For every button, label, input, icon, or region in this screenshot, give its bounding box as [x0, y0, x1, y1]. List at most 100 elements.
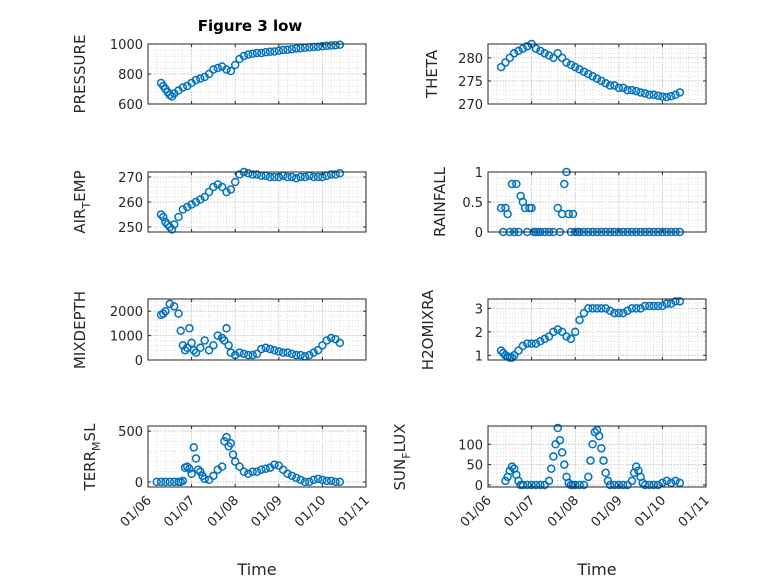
- data-point: [318, 341, 327, 350]
- data-point: [505, 466, 515, 475]
- data-point: [335, 169, 345, 178]
- x-tick-label: 01/06: [118, 493, 155, 530]
- data-point: [594, 431, 604, 441]
- data-point: [196, 195, 205, 204]
- data-point: [322, 41, 332, 51]
- data-point: [649, 90, 658, 100]
- axes-box: [487, 425, 707, 488]
- data-point: [531, 480, 541, 490]
- data-point: [666, 478, 676, 488]
- x-axis-label: Time: [236, 560, 276, 579]
- data-point: [605, 480, 615, 490]
- data-point: [252, 349, 262, 359]
- data-point: [662, 92, 672, 102]
- y-tick-label: 50: [466, 459, 483, 474]
- plot-area: [148, 426, 366, 487]
- data-point: [640, 480, 650, 490]
- data-point: [331, 477, 340, 487]
- data-point: [588, 72, 597, 81]
- data-point: [235, 170, 244, 179]
- y-tick-label: 1000: [110, 330, 143, 345]
- data-point: [549, 53, 558, 63]
- data-point: [610, 308, 619, 318]
- data-point: [244, 469, 253, 479]
- data-point: [645, 301, 654, 311]
- data-point: [653, 301, 663, 311]
- data-point: [217, 182, 227, 192]
- data-point: [662, 476, 672, 486]
- data-point: [544, 332, 554, 341]
- y-axis-label: AIRTEMP: [71, 170, 93, 233]
- data-point: [222, 65, 231, 74]
- data-point: [196, 467, 205, 476]
- data-point: [309, 475, 318, 485]
- data-point: [522, 42, 532, 51]
- data-point: [536, 336, 545, 346]
- y-axis-label: PRESSURE: [71, 35, 89, 114]
- data-point: [274, 46, 284, 55]
- data-point: [544, 476, 554, 486]
- y-tick-label: 3: [475, 302, 483, 317]
- data-point: [305, 477, 314, 487]
- y-tick-label: 0: [475, 479, 483, 494]
- data-point: [553, 423, 563, 433]
- data-point: [507, 353, 517, 362]
- data-point: [536, 46, 545, 56]
- data-point: [217, 333, 227, 343]
- y-axis-label: H2OMIXRA: [419, 289, 437, 370]
- data-point: [204, 187, 214, 197]
- series-points: [156, 167, 345, 234]
- data-point: [159, 212, 168, 222]
- data-point: [261, 464, 270, 473]
- data-point: [283, 45, 292, 54]
- data-point: [326, 476, 336, 486]
- subplot-4: 0 0.5 1 RAINFALL: [431, 166, 707, 241]
- data-point: [592, 74, 602, 83]
- data-point: [252, 48, 262, 58]
- data-point: [313, 345, 323, 355]
- data-point: [627, 304, 637, 313]
- data-point: [239, 51, 249, 61]
- data-point: [645, 90, 654, 100]
- data-point: [204, 345, 214, 355]
- y-tick-label: 260: [118, 196, 143, 211]
- y-tick-label: 1000: [110, 38, 143, 53]
- data-point: [326, 41, 336, 50]
- data-point: [614, 480, 624, 490]
- data-point: [165, 477, 175, 487]
- data-point: [278, 348, 288, 357]
- data-point: [507, 179, 517, 189]
- data-point: [531, 339, 541, 348]
- data-point: [501, 58, 510, 67]
- data-point: [230, 457, 240, 466]
- data-point: [230, 60, 240, 70]
- x-tick-label: 01/07: [161, 493, 198, 530]
- data-point: [274, 347, 284, 356]
- data-point: [601, 468, 610, 478]
- y-tick-label: 270: [118, 171, 143, 186]
- data-point: [209, 471, 218, 481]
- subplot-3: 250 260 270 AIRTEMP: [71, 167, 367, 236]
- data-point: [187, 200, 196, 209]
- data-point: [570, 327, 580, 337]
- data-point: [579, 67, 589, 76]
- data-point: [161, 477, 170, 487]
- data-point: [239, 467, 249, 476]
- data-point: [601, 78, 610, 88]
- data-point: [666, 91, 676, 101]
- data-point: [566, 60, 576, 70]
- data-point: [586, 456, 595, 465]
- data-point: [546, 464, 556, 473]
- x-axis-label: Time: [576, 560, 616, 579]
- data-point: [180, 345, 190, 355]
- data-point: [283, 348, 292, 357]
- y-axis-label: THETA: [423, 49, 441, 99]
- data-point: [610, 480, 619, 490]
- data-point: [220, 336, 229, 345]
- data-point: [531, 44, 541, 53]
- data-point: [169, 220, 179, 229]
- data-point: [518, 480, 528, 490]
- data-point: [165, 299, 175, 309]
- subplot-6: 1 2 3 H2OMIXRA: [419, 289, 707, 370]
- data-point: [300, 477, 310, 487]
